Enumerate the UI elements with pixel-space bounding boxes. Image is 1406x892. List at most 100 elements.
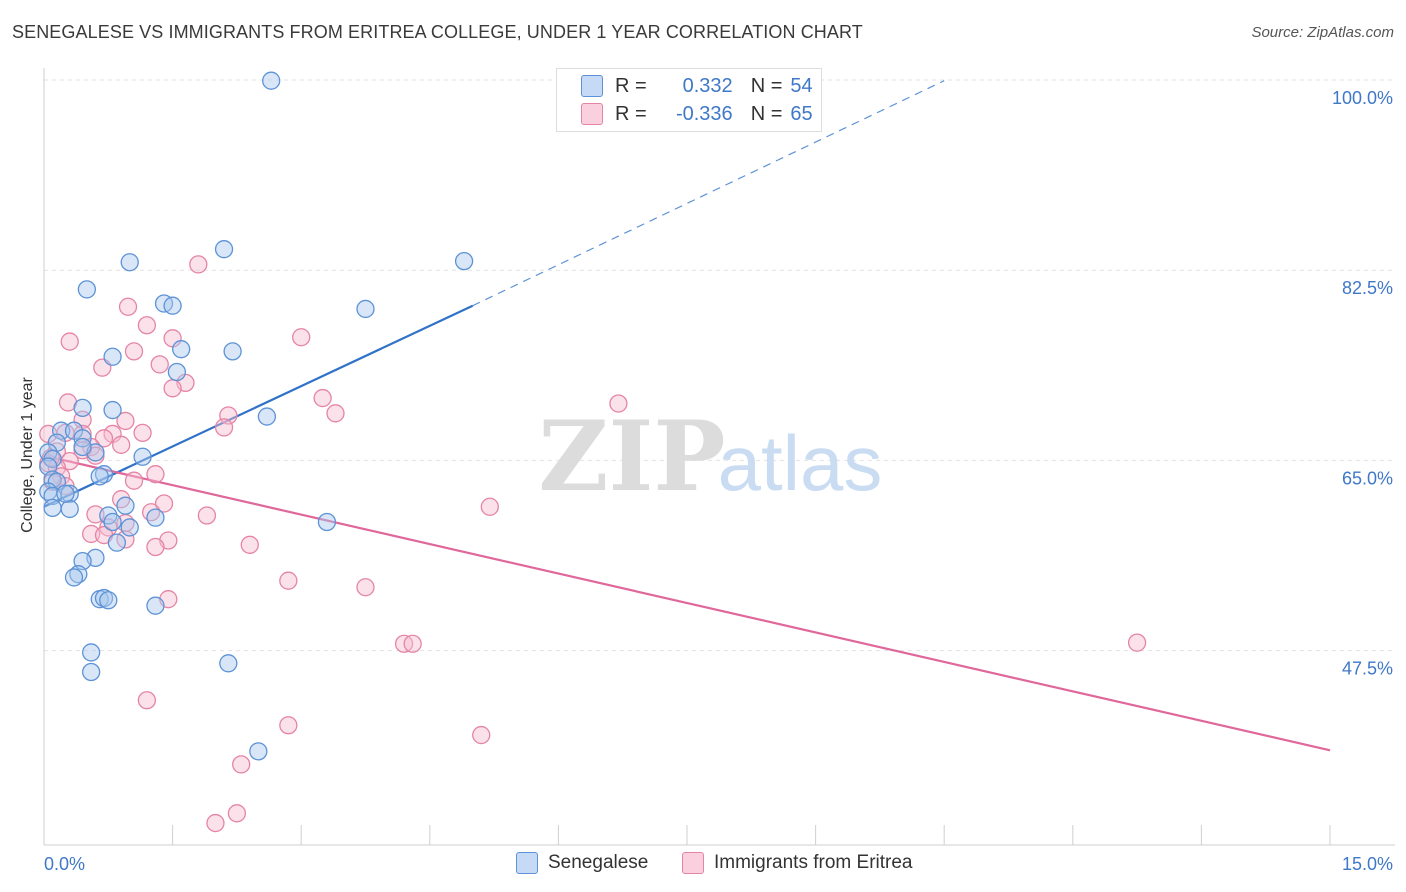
- point-eritrea: [279, 716, 298, 735]
- trend-line-senegalese-extension: [472, 80, 945, 307]
- point-senegalese: [214, 240, 234, 259]
- point-senegalese: [356, 299, 375, 319]
- x-tick-label: 0.0%: [44, 854, 85, 874]
- point-senegalese: [262, 71, 281, 90]
- y-tick-label: 100.0%: [1332, 88, 1393, 108]
- legend-label-senegalese: Senegalese: [548, 852, 649, 873]
- point-senegalese: [82, 662, 101, 682]
- point-eritrea: [326, 404, 345, 423]
- watermark-atlas: atlas: [718, 419, 883, 507]
- tick-label-layer: 47.5% 65.0% 82.5% 100.0% 0.0% 15.0%: [44, 88, 1393, 874]
- point-senegalese: [103, 400, 122, 420]
- y-tick-label: 82.5%: [1342, 278, 1393, 298]
- point-eritrea: [137, 316, 157, 335]
- y-tick-label: 47.5%: [1342, 659, 1393, 679]
- point-eritrea: [609, 394, 628, 413]
- stats-row-eritrea: R = -0.336 N = 65: [581, 101, 813, 127]
- point-eritrea: [116, 411, 135, 431]
- point-eritrea: [118, 297, 138, 316]
- point-senegalese: [257, 407, 277, 426]
- point-eritrea: [480, 497, 499, 516]
- legend-label-eritrea: Immigrants from Eritrea: [714, 852, 913, 873]
- r-value: 0.332: [682, 74, 733, 97]
- points-layer: [39, 71, 1147, 833]
- point-senegalese: [223, 342, 242, 361]
- point-eritrea: [214, 418, 234, 437]
- point-eritrea: [124, 342, 144, 361]
- point-senegalese: [146, 508, 165, 527]
- point-eritrea: [279, 571, 298, 590]
- eritrea-swatch: [581, 103, 603, 125]
- x-tick-label: 15.0%: [1342, 854, 1393, 874]
- r-label: R =: [615, 74, 647, 97]
- point-senegalese: [64, 568, 84, 587]
- series-legend: Senegalese Immigrants from Eritrea: [0, 852, 1406, 878]
- point-senegalese: [317, 512, 337, 532]
- point-eritrea: [163, 379, 182, 398]
- point-senegalese: [90, 467, 109, 486]
- point-eritrea: [154, 494, 174, 513]
- point-senegalese: [249, 742, 268, 761]
- point-senegalese: [73, 398, 92, 418]
- point-senegalese: [146, 596, 165, 615]
- n-value: 54: [790, 74, 813, 97]
- point-eritrea: [403, 634, 422, 653]
- trend-line-senegalese: [43, 304, 474, 508]
- point-senegalese: [454, 251, 474, 271]
- r-value: -0.336: [675, 102, 733, 125]
- point-eritrea: [1127, 633, 1147, 652]
- point-eritrea: [292, 328, 311, 347]
- source-credit: Source: ZipAtlas.com: [1251, 24, 1394, 41]
- point-eritrea: [219, 406, 238, 425]
- y-tick-label: 65.0%: [1342, 468, 1393, 488]
- legend-item-eritrea[interactable]: Immigrants from Eritrea: [682, 852, 912, 874]
- point-senegalese: [120, 253, 139, 272]
- eritrea-swatch: [682, 852, 704, 874]
- point-eritrea: [356, 578, 375, 597]
- point-eritrea: [313, 388, 332, 408]
- point-senegalese: [73, 437, 92, 457]
- point-eritrea: [232, 755, 251, 774]
- point-eritrea: [112, 435, 131, 454]
- senegalese-swatch: [581, 75, 603, 97]
- point-eritrea: [206, 813, 225, 833]
- point-senegalese: [107, 533, 127, 552]
- point-eritrea: [197, 506, 217, 525]
- point-eritrea: [472, 725, 491, 745]
- point-senegalese: [163, 296, 182, 315]
- point-eritrea: [124, 471, 144, 490]
- point-eritrea: [60, 332, 79, 351]
- stats-legend: R = 0.332 N = 54 R = -0.336 N = 65: [556, 68, 822, 132]
- n-value: 65: [790, 102, 813, 125]
- point-senegalese: [56, 484, 75, 503]
- trend-line-eritrea: [43, 454, 1331, 752]
- r-label: R =: [615, 102, 647, 125]
- point-senegalese: [133, 447, 152, 466]
- chart-title: SENEGALESE VS IMMIGRANTS FROM ERITREA CO…: [12, 22, 863, 42]
- n-label: N =: [750, 102, 783, 125]
- grid-layer: [44, 79, 1395, 652]
- point-eritrea: [133, 423, 152, 443]
- point-eritrea: [146, 537, 165, 557]
- trend-layer: [43, 80, 1331, 752]
- point-senegalese: [120, 518, 139, 537]
- point-eritrea: [240, 535, 259, 554]
- point-senegalese: [60, 499, 79, 519]
- point-senegalese: [51, 421, 71, 440]
- axis-layer: [43, 68, 1395, 846]
- point-eritrea: [189, 255, 208, 274]
- point-eritrea: [227, 804, 247, 823]
- watermark: ZIP atlas: [538, 400, 882, 513]
- point-senegalese: [43, 498, 62, 518]
- point-senegalese: [103, 347, 122, 366]
- point-senegalese: [172, 340, 191, 359]
- point-senegalese: [99, 591, 118, 610]
- legend-item-senegalese[interactable]: Senegalese: [516, 852, 648, 874]
- senegalese-swatch: [516, 852, 538, 874]
- point-senegalese: [219, 654, 238, 673]
- point-eritrea: [82, 524, 101, 544]
- point-senegalese: [77, 280, 97, 299]
- point-eritrea: [137, 691, 157, 710]
- point-eritrea: [146, 465, 165, 484]
